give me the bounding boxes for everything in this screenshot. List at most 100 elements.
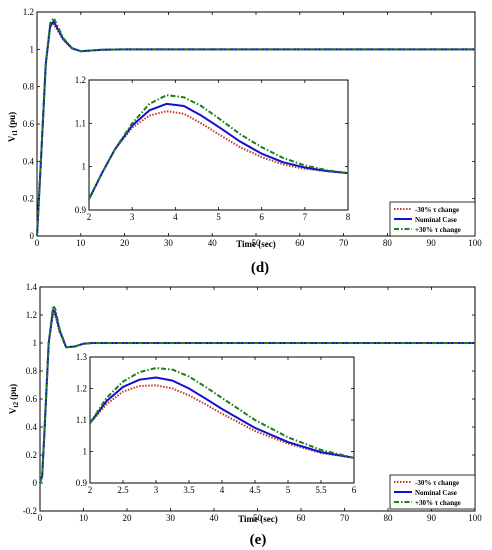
inset-chart-e: 0.9 1 1.1 1.2 1.3 2 2.5 3 3.5 4 4.5 5 5.5 6 (76, 352, 357, 495)
legend-label-d-0: -30% τ change (415, 206, 459, 214)
d-lines-series-2 (36, 16, 475, 237)
y-axis-label-e: Vt2(pu) (8, 384, 20, 414)
legend-label-e-1: Nominal Case (415, 489, 457, 497)
e-x-tick-label: 50 (253, 513, 263, 523)
e-y-tick-label: 0.4 (26, 422, 38, 432)
d-x-tick-label: 40 (208, 238, 218, 248)
d-x-tick-label: 100 (468, 238, 482, 248)
e-y-tick-label: 0.8 (26, 366, 38, 376)
e-x-tick-label: 90 (427, 513, 437, 523)
e-x-tick-label: 10 (79, 513, 89, 523)
e-inset-lines-series-0 (89, 384, 355, 459)
d-x-tick-label: 60 (295, 238, 305, 248)
y-axis-label-sub-d: t1 (11, 129, 19, 135)
e-y-tick-label: 1.2 (26, 310, 37, 320)
panel-label-e: (e) (250, 532, 267, 548)
inset-plot-area-d (88, 79, 349, 211)
inset-y-tick-labels-e: 0.9 1 1.1 1.2 1.3 (76, 352, 354, 488)
d-y-tick-label: 0.4 (23, 156, 35, 166)
e-y-tick-label: 0.2 (26, 450, 37, 460)
series-lines-d (36, 16, 475, 237)
y-tick-labels-d: 0 0.2 0.4 0.6 0.8 1 1.2 (23, 7, 475, 241)
y-tick-labels-e: -0.2 0 0.2 0.4 0.6 0.8 1 1.2 1.4 (23, 282, 475, 516)
inset-x-tick-labels-d: 2 3 4 5 6 7 8 (87, 80, 351, 222)
d-y-tick-label: 1 (30, 44, 35, 54)
d-x-tick-label: 70 (339, 238, 349, 248)
e-inset-y-tick-label: 1 (83, 447, 88, 457)
e-x-tick-label: 30 (166, 513, 176, 523)
panel-label-d: (d) (251, 260, 269, 276)
inset-chart-d: 0.9 1 1.1 1.2 2 3 4 5 6 7 8 (75, 75, 351, 222)
d-inset-x-tick-label: 5 (216, 212, 221, 222)
d-inset-x-tick-label: 4 (173, 212, 178, 222)
inset-x-tick-labels-e: 2 2.5 3 3.5 4 4.5 5 5.5 6 (88, 357, 357, 495)
y-axis-label-unit-e: (pu) (8, 384, 18, 400)
legend-label-d-2: +30% τ change (415, 226, 461, 234)
e-inset-x-tick-label: 5 (286, 485, 291, 495)
legend-label-e-2: +30% τ change (415, 499, 461, 507)
inset-y-tick-labels-d: 0.9 1 1.1 1.2 (75, 75, 348, 215)
e-y-tick-label: 1 (33, 338, 38, 348)
d-inset-lines-series-2 (88, 94, 349, 200)
e-inset-x-tick-label: 3.5 (183, 485, 195, 495)
d-inset-y-tick-label: 0.9 (75, 205, 87, 215)
e-inset-x-tick-label: 2 (88, 485, 93, 495)
d-x-tick-label: 80 (383, 238, 393, 248)
d-inset-y-tick-label: 1.2 (75, 75, 86, 85)
e-inset-x-tick-label: 2.5 (117, 485, 129, 495)
legend-e: -30% τ change Nominal Case +30% τ change (389, 474, 476, 510)
x-axis-label-e: Time (sec) (238, 514, 278, 524)
d-x-tick-label: 20 (120, 238, 130, 248)
chart-panel-e: -0.200.20.40.60.811.21.4 0 10 20 30 40 50 60 70… (8, 282, 482, 548)
d-x-tick-label: 90 (427, 238, 437, 248)
e-y-tick-label: 1.4 (26, 282, 38, 292)
e-y-tick-label: 0 (33, 478, 38, 488)
d-inset-x-tick-label: 3 (130, 212, 135, 222)
e-inset-x-tick-label: 4.5 (249, 485, 261, 495)
d-inset-x-tick-label: 6 (259, 212, 264, 222)
d-inset-x-tick-label: 8 (346, 212, 351, 222)
d-y-tick-label: 0.8 (23, 82, 35, 92)
e-inset-x-tick-label: 4 (220, 485, 225, 495)
series-lines-e (39, 304, 475, 484)
legend-box-e (389, 474, 476, 510)
d-y-tick-label: 0 (30, 231, 35, 241)
inset-series-lines-d (88, 94, 349, 200)
e-x-tick-label: 40 (210, 513, 220, 523)
e-x-tick-label: 100 (468, 513, 482, 523)
d-inset-x-tick-label: 7 (303, 212, 308, 222)
legend-d: -30% τ change Nominal Case +30% τ change (389, 201, 476, 237)
e-x-tick-label: 20 (123, 513, 133, 523)
legend-label-e-0: -30% τ change (415, 479, 459, 487)
d-inset-y-tick-label: 1.1 (75, 118, 86, 128)
y-axis-label-unit-d: (pu) (7, 112, 17, 128)
d-y-tick-label: 0.2 (23, 194, 34, 204)
chart-panel-d: 0 0.2 0.4 0.6 0.8 1 1.2 0 10 20 30 40 50 60 70 80 90 100… (7, 7, 482, 276)
inset-series-lines-e (89, 367, 355, 459)
e-inset-lines-series-2 (89, 367, 355, 459)
e-inset-y-tick-label: 1.1 (76, 415, 87, 425)
e-y-tick-label: -0.2 (23, 506, 37, 516)
legend-label-d-1: Nominal Case (415, 216, 457, 224)
e-x-tick-label: 70 (340, 513, 350, 523)
x-axis-label-d: Time (sec) (236, 239, 276, 249)
d-inset-y-tick-label: 1 (82, 162, 87, 172)
d-inset-lines-series-0 (88, 110, 349, 200)
e-y-tick-label: 0.6 (26, 394, 38, 404)
e-lines-series-1 (39, 309, 475, 484)
d-x-tick-label: 50 (252, 238, 262, 248)
d-x-tick-label: 10 (76, 238, 86, 248)
e-inset-y-tick-label: 1.3 (76, 352, 88, 362)
y-axis-label-main-d: V (7, 135, 17, 142)
e-inset-x-tick-label: 6 (352, 485, 357, 495)
e-x-tick-label: 0 (38, 513, 43, 523)
e-x-tick-label: 60 (297, 513, 307, 523)
d-inset-x-tick-label: 2 (87, 212, 92, 222)
inset-plot-area-e (89, 356, 355, 484)
d-y-tick-label: 0.6 (23, 119, 35, 129)
e-inset-x-tick-label: 5.5 (315, 485, 327, 495)
e-inset-y-tick-label: 0.9 (76, 478, 88, 488)
d-y-tick-label: 1.2 (23, 7, 34, 17)
d-x-tick-label: 30 (164, 238, 174, 248)
